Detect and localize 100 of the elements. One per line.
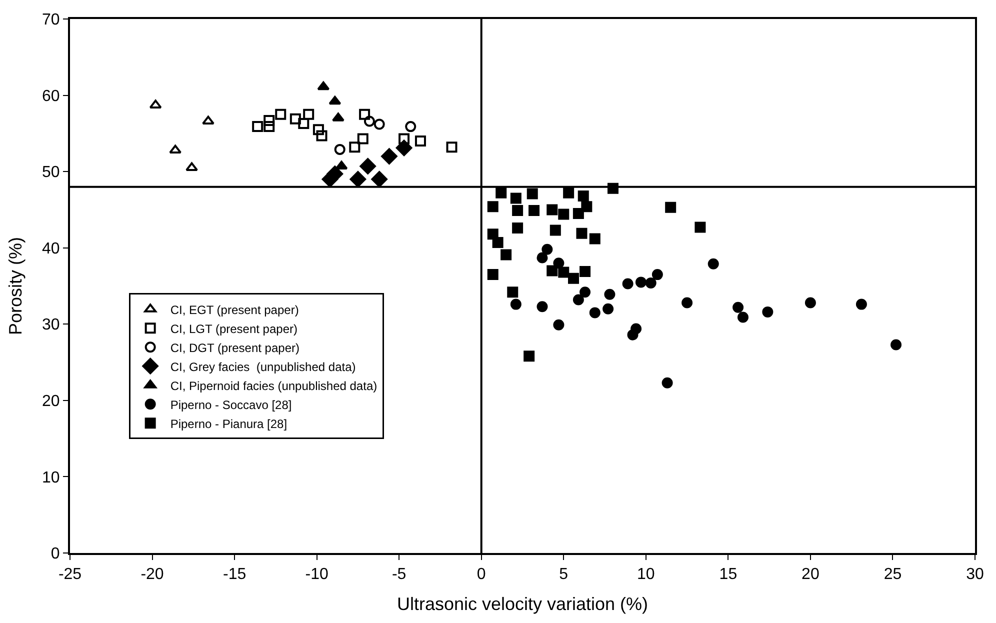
x-tick-label: 15 [719, 566, 738, 584]
point [350, 171, 366, 188]
point [446, 142, 458, 153]
point [312, 124, 324, 136]
point [264, 114, 275, 126]
point [589, 307, 600, 318]
point [317, 81, 330, 90]
point [303, 108, 314, 120]
point [627, 329, 638, 340]
point [652, 269, 663, 280]
point [576, 228, 588, 239]
y-tick-label: 70 [42, 12, 60, 29]
point [708, 258, 719, 270]
point [349, 142, 360, 153]
x-tick-label: 30 [966, 566, 984, 584]
point [398, 133, 410, 144]
point [526, 188, 538, 200]
y-tick-label: 60 [42, 88, 60, 105]
y-tick-label: 20 [42, 393, 60, 410]
point [890, 339, 902, 350]
point [359, 108, 370, 120]
point [604, 288, 616, 300]
y-tick-label: 30 [42, 316, 60, 334]
x-tick-label: -25 [58, 566, 82, 584]
point [510, 298, 522, 310]
y-tick-label: 0 [50, 546, 60, 563]
point [635, 276, 646, 288]
x-tick-label: 0 [476, 566, 486, 584]
point [542, 244, 553, 255]
point [326, 166, 344, 182]
point [328, 96, 342, 105]
point [558, 208, 570, 220]
point [546, 204, 558, 216]
point [568, 272, 580, 284]
x-tick-label: -10 [305, 566, 328, 584]
legend-label: CI, EGT (present paper) [170, 302, 299, 317]
point [275, 108, 286, 120]
point [487, 228, 498, 240]
point [381, 148, 398, 164]
point [316, 130, 328, 142]
point [804, 297, 816, 308]
point [580, 266, 591, 278]
y-tick-label: 10 [42, 469, 60, 486]
x-tick-label: -20 [140, 566, 164, 584]
y-axis-title: Porosity (%) [6, 236, 26, 336]
x-tick-label: -15 [222, 566, 246, 584]
point [572, 294, 584, 306]
point [252, 121, 264, 132]
point [645, 277, 656, 288]
point [581, 201, 592, 212]
point [487, 201, 498, 212]
point [602, 303, 614, 314]
point [580, 286, 591, 298]
point [558, 266, 570, 278]
point [578, 190, 589, 202]
point [694, 222, 706, 233]
point [732, 302, 744, 313]
x-tick-label: 5 [559, 566, 568, 584]
point [202, 116, 214, 124]
point [360, 158, 376, 174]
point [510, 192, 522, 204]
point [856, 298, 867, 310]
point [374, 118, 385, 130]
point [622, 278, 634, 290]
point [298, 118, 310, 130]
point [332, 112, 344, 122]
x-axis-title: Ultrasonic velocity variation (%) [396, 594, 648, 614]
point [524, 350, 535, 362]
point [546, 265, 558, 276]
y-tick-label: 50 [42, 164, 60, 182]
point [528, 204, 540, 216]
point [396, 140, 412, 156]
point [371, 171, 388, 188]
legend-label: CI, LGT (present paper) [170, 322, 298, 336]
point [512, 204, 524, 216]
y-tick-label: 40 [42, 240, 60, 258]
point [364, 116, 375, 127]
point [487, 269, 498, 280]
point [507, 286, 518, 298]
point [737, 312, 748, 323]
point [572, 208, 584, 220]
point [682, 297, 693, 308]
point [589, 233, 600, 244]
point [550, 224, 561, 236]
point [496, 187, 507, 198]
point [186, 162, 198, 172]
point [334, 144, 346, 155]
point [536, 301, 548, 312]
point [357, 133, 368, 144]
x-tick-label: 10 [637, 566, 655, 584]
point [665, 202, 676, 213]
point [563, 187, 574, 198]
legend-label: CI, DGT (present paper) [170, 340, 300, 355]
point [512, 222, 524, 234]
point [500, 249, 512, 260]
legend-label: Piperno - Pianura [28] [170, 416, 288, 431]
legend-label: CI, Pipernoid facies (unpublished data) [170, 378, 378, 393]
point [536, 252, 548, 264]
legend-label: CI, Grey facies (unpublished data) [170, 360, 356, 374]
x-tick-label: 25 [884, 566, 902, 584]
